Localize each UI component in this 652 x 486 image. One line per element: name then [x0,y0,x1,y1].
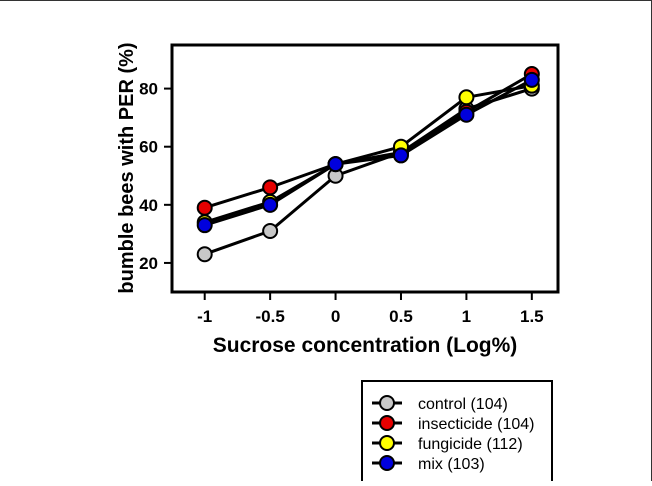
x-tick-label: -0.5 [255,307,284,326]
legend-box [361,380,553,486]
series-2-point [196,199,213,216]
legend-label: control (104) [418,396,508,413]
legend-label: fungicide (112) [418,436,523,453]
legend-label: mix (103) [418,456,485,473]
legend: control (104) insecticide (104) fungicide … [361,380,553,486]
series-4-point [392,147,409,164]
series-4-point [458,106,475,123]
series-2-point [262,179,279,196]
x-tick-label: -1 [197,307,212,326]
x-tick-label: 0 [331,307,340,326]
series-1-point [196,246,213,263]
legend-marker [379,455,395,471]
y-tick-label: 40 [139,196,158,215]
legend-marker [379,415,395,431]
x-tick-label: 0.5 [389,307,413,326]
legend-label: insecticide (104) [418,416,535,433]
series-1-point [262,222,279,239]
legend-marker [379,435,395,451]
series-4-point [523,71,540,88]
plot-frame [170,43,560,294]
series-4-point [327,156,344,173]
y-tick-label: 60 [139,138,158,157]
series-line-4 [204,78,533,227]
y-axis-label: bumble bees with PER (%) [116,42,138,293]
x-axis-label: Sucrose concentration (Log%) [213,334,518,357]
x-tick-label: 1 [462,307,471,326]
series-3-point [458,89,475,106]
y-tick-label: 80 [139,80,158,99]
series-line-1 [204,87,533,256]
series-4-point [262,196,279,213]
series-layer [196,66,540,263]
x-axis-ticks: -1 -0.5 0 0.5 1 1.5 [197,292,544,326]
series-line-3 [204,84,533,224]
y-tick-label: 20 [139,254,158,273]
legend-marker [379,395,395,411]
x-tick-label: 1.5 [520,307,544,326]
series-4-point [196,217,213,234]
y-axis-ticks: 20 40 60 80 [139,80,172,273]
